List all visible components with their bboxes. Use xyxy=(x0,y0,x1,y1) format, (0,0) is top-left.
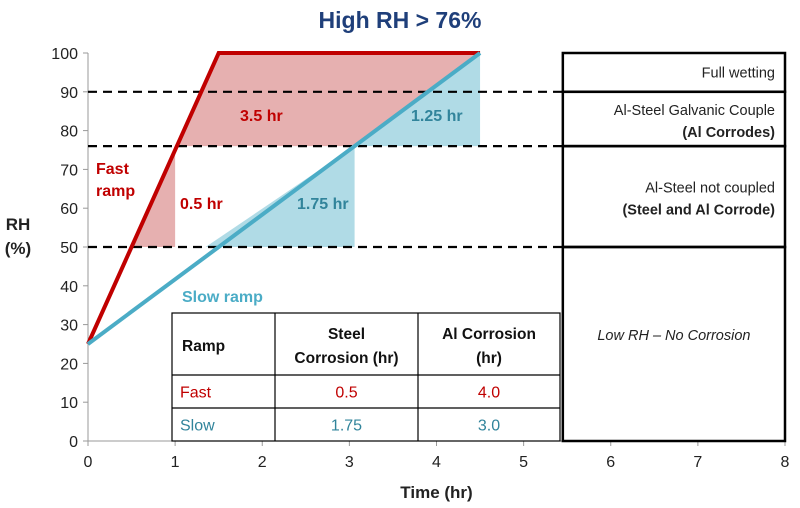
table-cell: 3.0 xyxy=(478,418,500,435)
series-label-fast: Fast xyxy=(96,161,130,178)
x-tick-label: 1 xyxy=(171,454,180,471)
y-axis-label: (%) xyxy=(5,239,31,258)
region-label: 0.5 hr xyxy=(180,196,223,213)
y-tick-label: 70 xyxy=(60,162,78,179)
table-cell: 1.75 xyxy=(331,418,362,435)
region-label: 1.75 hr xyxy=(297,196,349,213)
zone-label: Full wetting xyxy=(702,65,775,81)
region-label: 1.25 hr xyxy=(411,108,463,125)
y-tick-label: 100 xyxy=(51,46,78,63)
table-cell: 4.0 xyxy=(478,385,500,402)
table-header: Al Corrosion xyxy=(442,326,536,343)
y-tick-label: 80 xyxy=(60,124,78,141)
x-tick-label: 0 xyxy=(84,454,93,471)
y-axis-label: RH xyxy=(6,215,31,234)
zone-label-bold: (Al Corrodes) xyxy=(682,125,775,141)
series-label-slow: Slow ramp xyxy=(182,289,263,306)
shaded-region-0 xyxy=(175,53,481,147)
x-tick-label: 3 xyxy=(345,454,354,471)
x-tick-label: 5 xyxy=(519,454,528,471)
table-header: Steel xyxy=(328,326,365,343)
y-tick-label: 10 xyxy=(60,395,78,412)
x-tick-label: 6 xyxy=(606,454,615,471)
x-tick-label: 2 xyxy=(258,454,267,471)
y-tick-label: 30 xyxy=(60,318,78,335)
chart-title: High RH > 76% xyxy=(319,7,482,33)
region-label: 3.5 hr xyxy=(240,108,283,125)
zone-box-3 xyxy=(561,245,787,443)
data-table xyxy=(171,312,561,442)
x-tick-label: 4 xyxy=(432,454,441,471)
table-cell: Fast xyxy=(180,385,212,402)
y-tick-label: 20 xyxy=(60,356,78,373)
series-line-1 xyxy=(86,51,482,346)
zone-label: Low RH – No Corrosion xyxy=(597,328,750,344)
y-tick-label: 90 xyxy=(60,85,78,102)
zone-label-bold: (Steel and Al Corrode) xyxy=(622,203,775,219)
y-tick-label: 0 xyxy=(69,434,78,451)
y-tick-label: 50 xyxy=(60,240,78,257)
y-tick-label: 40 xyxy=(60,279,78,296)
x-tick-label: 8 xyxy=(781,454,790,471)
series-label-fast: ramp xyxy=(96,183,135,200)
y-tick-label: 60 xyxy=(60,201,78,218)
zone-label: Al-Steel not coupled xyxy=(645,181,775,197)
table-header: (hr) xyxy=(476,350,502,367)
table-header: Ramp xyxy=(182,338,225,355)
table-cell: Slow xyxy=(180,418,215,435)
zone-label: Al-Steel Galvanic Couple xyxy=(614,103,775,119)
table-header: Corrosion (hr) xyxy=(294,350,398,367)
x-tick-label: 7 xyxy=(693,454,702,471)
series-line-0 xyxy=(86,51,481,345)
x-axis-label: Time (hr) xyxy=(400,483,472,502)
table-cell: 0.5 xyxy=(335,385,357,402)
